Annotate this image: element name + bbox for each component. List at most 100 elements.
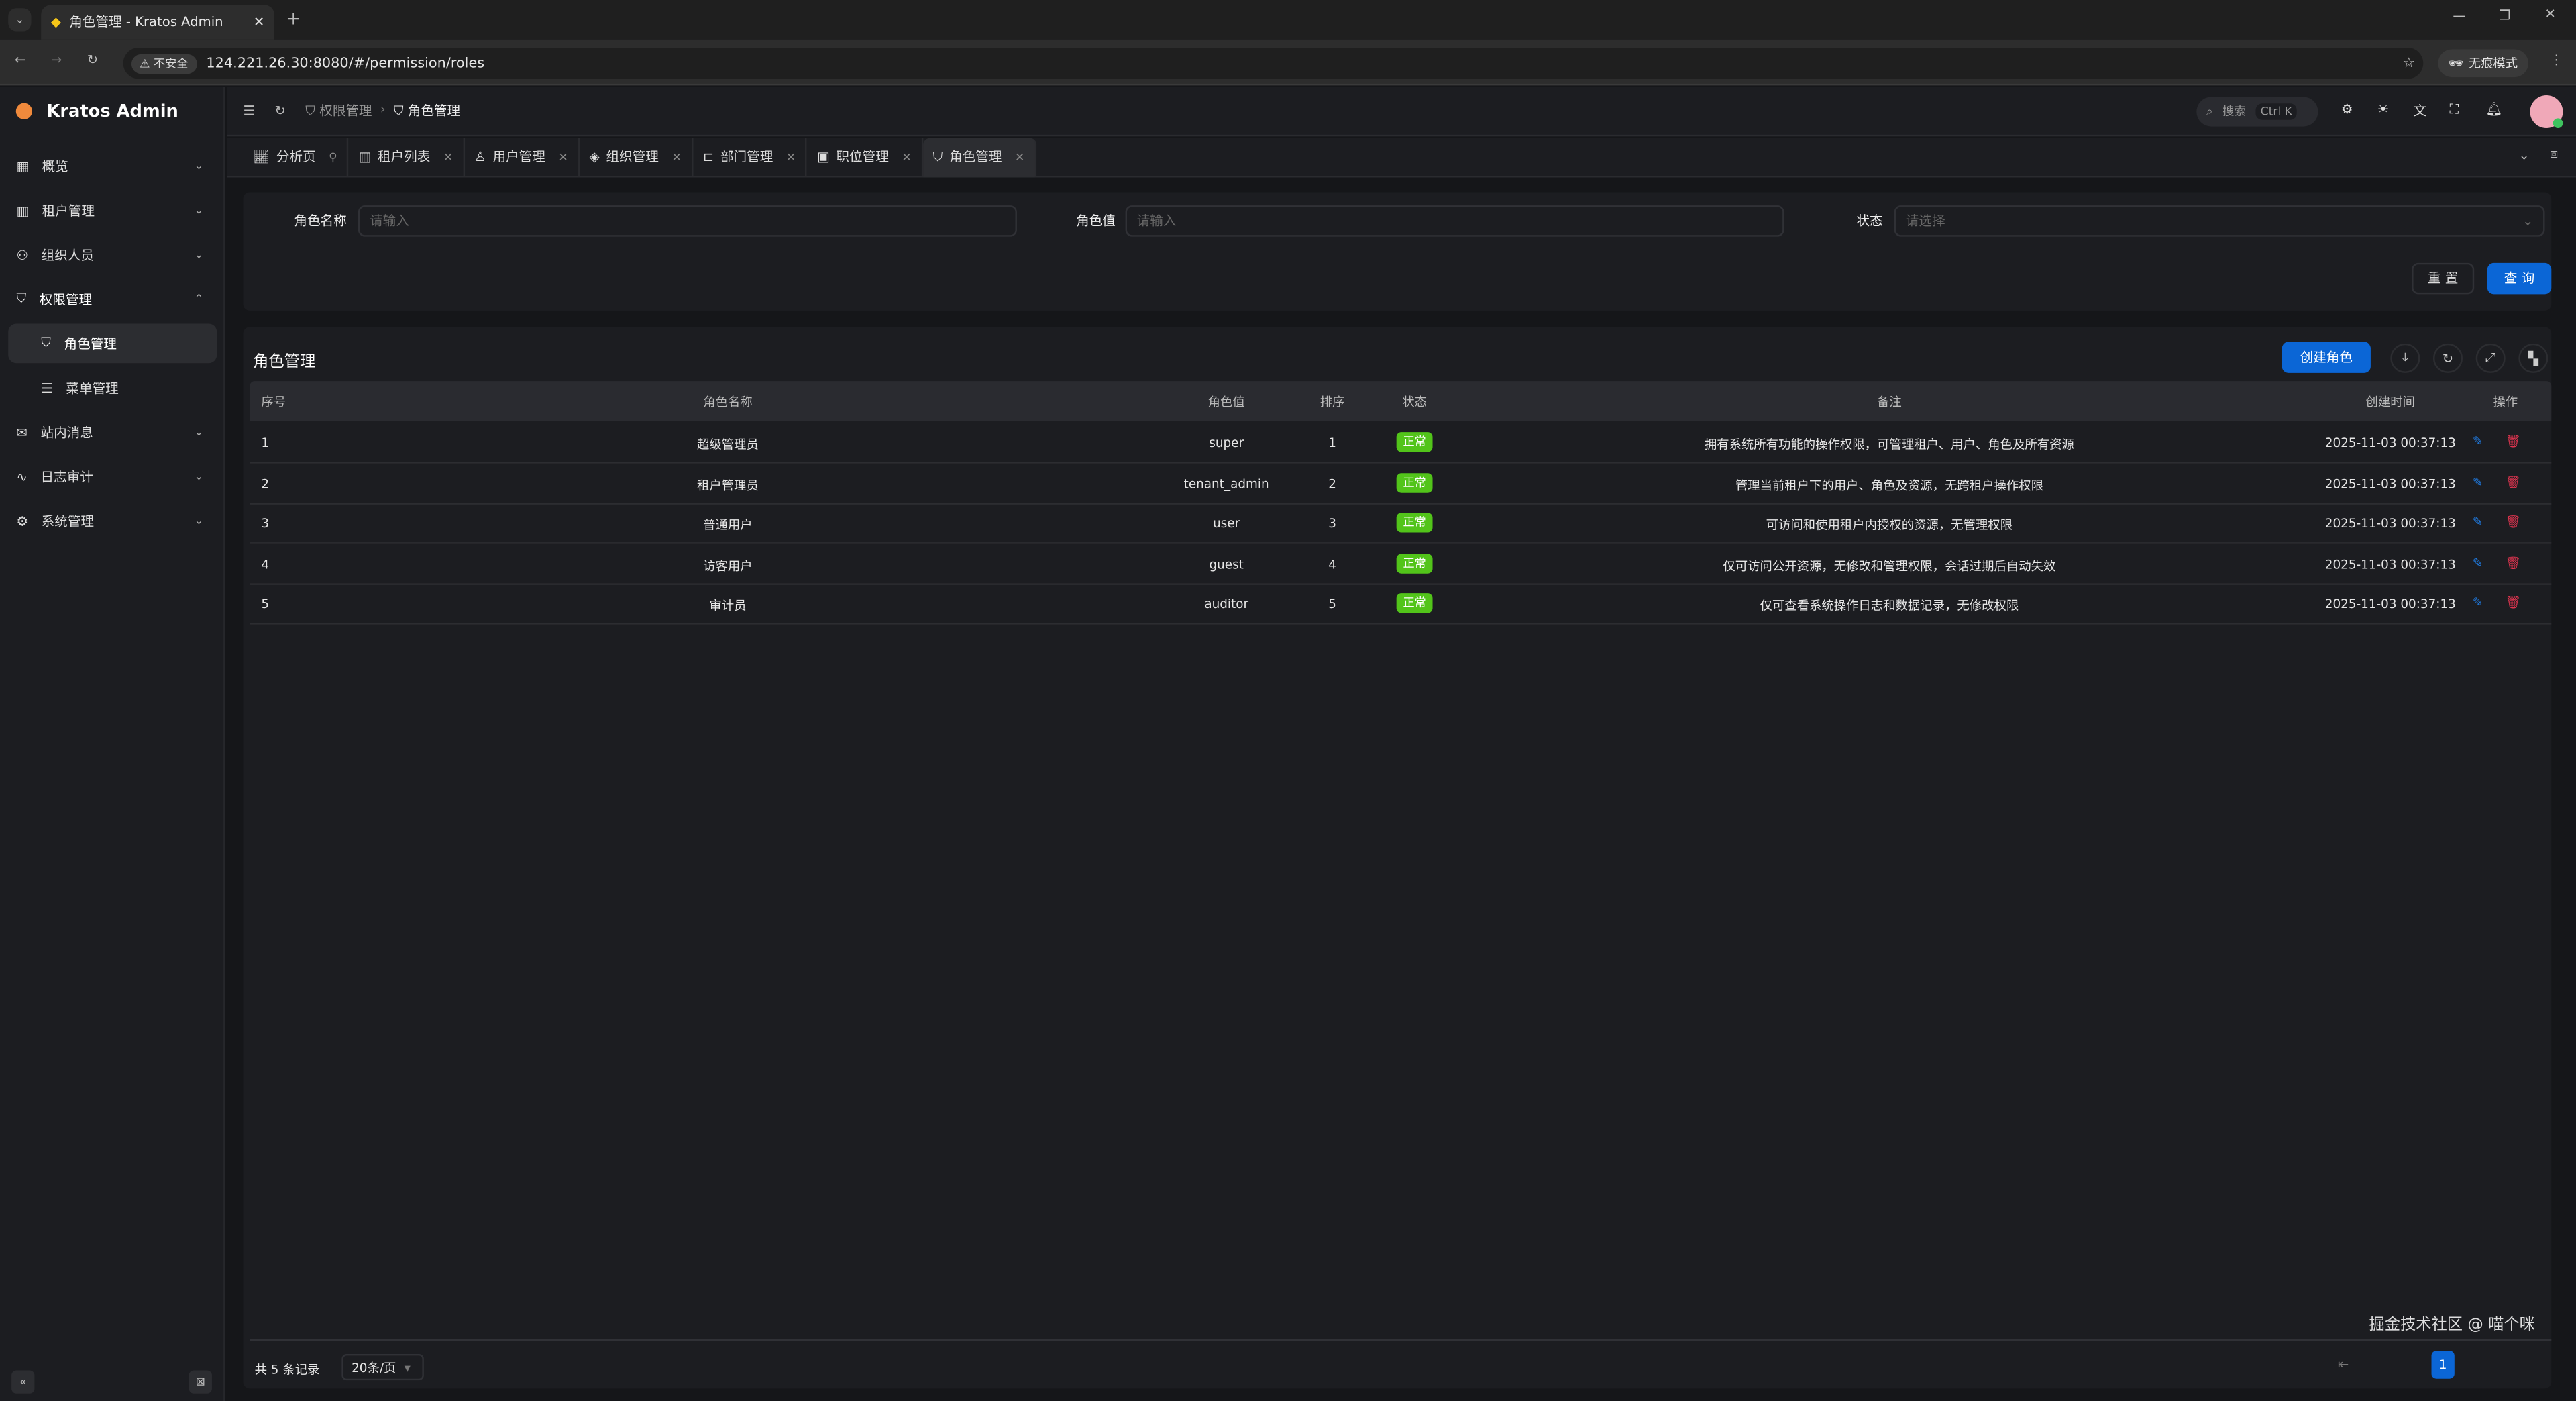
column-settings-icon[interactable]: ▚: [2518, 343, 2548, 373]
table-cell: 仅可查看系统操作日志和数据记录，无修改权限: [1760, 598, 2019, 613]
close-icon[interactable]: ✕: [253, 15, 265, 30]
incognito-icon: 🕶: [2448, 56, 2464, 71]
role-name-input[interactable]: 请输入: [358, 205, 1017, 237]
pin-sidebar-button[interactable]: ⊠: [189, 1370, 212, 1394]
tab-positions[interactable]: ▣ 职位管理 ✕: [807, 137, 923, 177]
browser-tab[interactable]: ◆ 角色管理 - Kratos Admin ✕: [41, 5, 274, 40]
tab-tenants[interactable]: ▥ 租户列表 ✕: [349, 137, 465, 177]
window-close-button[interactable]: ✕: [2544, 6, 2556, 21]
collapse-sidebar-button[interactable]: «: [11, 1370, 35, 1394]
chevron-down-icon: ⌄: [194, 159, 204, 173]
fullscreen-icon[interactable]: ⤢: [2475, 343, 2506, 373]
table-cell: 2025-11-03 00:37:13: [2324, 435, 2456, 451]
tab-search-button[interactable]: ⌄: [8, 8, 32, 32]
edit-icon[interactable]: ✎: [2472, 554, 2483, 570]
tab-analysis[interactable]: 📈︎ 分析页 ⚲: [243, 137, 349, 177]
table-row: 2 租户管理员 tenant_admin 2 正常 管理当前租户下的用户、角色及资源，无跨…: [250, 462, 2552, 504]
chevron-down-icon: ⌄: [194, 514, 204, 528]
global-search[interactable]: ⌕ 搜索 Ctrl K: [2196, 97, 2318, 127]
close-icon: ✕: [558, 150, 568, 164]
delete-icon[interactable]: 🗑︎: [2505, 474, 2522, 489]
address-bar[interactable]: ⚠ 不安全 124.221.26.30:8080/#/permission/ro…: [123, 48, 2424, 79]
page-size-select[interactable]: 20条/页 ▾: [341, 1353, 424, 1381]
star-icon[interactable]: ☆: [2402, 55, 2416, 72]
forward-icon[interactable]: →: [50, 52, 62, 68]
refresh-icon[interactable]: ↻: [274, 103, 286, 119]
sidebar-item-overview[interactable]: ▦ 概览 ⌄: [16, 158, 204, 174]
sidebar-item-permission[interactable]: ⛉ 权限管理 ⌃: [16, 291, 204, 307]
table-cell: 1: [261, 435, 270, 451]
settings-icon[interactable]: ⚙: [2341, 101, 2353, 117]
briefcase-icon: ▣: [817, 149, 830, 164]
refresh-icon[interactable]: ↻: [2432, 343, 2463, 373]
page-tabs: 📈︎ 分析页 ⚲ ▥ 租户列表 ✕ ♙ 用户管理 ✕ ◈ 组织管理 ✕ ⊏ 部门管理 ✕ ▣ 职位管理…: [226, 137, 2576, 178]
delete-icon[interactable]: 🗑︎: [2505, 514, 2522, 529]
first-page-icon[interactable]: ⇤: [2337, 1357, 2349, 1372]
table-card: [243, 327, 2552, 1389]
maximize-content-icon[interactable]: ⧈: [2549, 146, 2559, 162]
table-cell: 2025-11-03 00:37:13: [2324, 596, 2456, 612]
edit-icon[interactable]: ✎: [2472, 474, 2483, 489]
edit-icon[interactable]: ✎: [2472, 514, 2483, 529]
new-tab-button[interactable]: +: [286, 8, 301, 30]
shield-user-icon: ⛉: [932, 148, 943, 164]
shield-user-icon: ⛉: [41, 335, 51, 350]
table-row: 5 审计员 auditor 5 正常 仅可查看系统操作日志和数据记录，无修改权限 2025-…: [250, 583, 2552, 625]
browser-menu-icon[interactable]: ⋮: [2549, 52, 2563, 68]
sidebar-item-messages[interactable]: ✉ 站内消息 ⌄: [16, 425, 204, 440]
theme-sun-icon[interactable]: ☀: [2377, 101, 2390, 117]
delete-icon[interactable]: 🗑︎: [2505, 554, 2522, 570]
menu-toggle-icon[interactable]: ☰: [243, 103, 256, 119]
status-badge-text: 正常: [1396, 432, 1433, 452]
breadcrumb-item[interactable]: ⛉ 权限管理: [305, 103, 372, 119]
chevron-down-icon: ⌄: [194, 248, 204, 262]
table-cell: 可访问和使用租户内授权的资源，无管理权限: [1766, 517, 2013, 533]
chevron-down-icon: ⌄: [194, 470, 204, 484]
edit-icon[interactable]: ✎: [2472, 594, 2483, 610]
fullscreen-icon[interactable]: ⛶: [2449, 101, 2459, 117]
tab-orgs[interactable]: ◈ 组织管理 ✕: [580, 137, 694, 177]
role-value-input[interactable]: 请输入: [1125, 205, 1784, 237]
search-form: 角色名称 请输入 角色值 请输入 状态 请选择 ⌄ 重 置 查 询: [243, 192, 2552, 311]
close-icon: ✕: [443, 150, 453, 164]
search-icon: ⌕: [2206, 104, 2213, 118]
reset-button[interactable]: 重 置: [2412, 262, 2475, 295]
table-cell: 审计员: [709, 598, 747, 613]
sidebar-item-system[interactable]: ⚙ 系统管理 ⌄: [16, 513, 204, 529]
table-cell: 4: [261, 556, 270, 572]
sidebar-item-roles[interactable]: ⛉ 角色管理: [8, 323, 217, 364]
reload-icon[interactable]: ↻: [87, 52, 99, 68]
grid-icon: ▦: [16, 158, 30, 174]
page-1-button[interactable]: 1: [2431, 1351, 2455, 1379]
sidebar-item-tenant[interactable]: ▥ 租户管理 ⌄: [16, 203, 204, 218]
query-button[interactable]: 查 询: [2487, 262, 2552, 295]
delete-icon[interactable]: 🗑︎: [2505, 433, 2522, 449]
table-row: 4 访客用户 guest 4 正常 仅可访问公开资源，无修改和管理权限，会话过期后自动失效…: [250, 543, 2552, 584]
sidebar-item-org[interactable]: ⚇ 组织人员 ⌄: [16, 247, 204, 262]
status-badge: 正常: [1367, 513, 1462, 533]
delete-icon[interactable]: 🗑︎: [2505, 594, 2522, 610]
create-role-button[interactable]: 创建角色: [2282, 342, 2371, 373]
export-icon[interactable]: ⤓: [2390, 343, 2420, 373]
gear-icon: ⚙: [16, 513, 29, 529]
incognito-badge[interactable]: 🕶 无痕模式: [2438, 49, 2528, 78]
table-cell: user: [1213, 515, 1240, 531]
tree-icon: ⊏: [702, 149, 714, 164]
status-select[interactable]: 请选择 ⌄: [1894, 205, 2545, 237]
tab-users[interactable]: ♙ 用户管理 ✕: [464, 137, 580, 177]
avatar[interactable]: [2530, 95, 2563, 129]
back-icon[interactable]: ←: [15, 52, 26, 68]
column-header: 状态: [1402, 394, 1427, 409]
sidebar-item-menus[interactable]: ☰ 菜单管理: [41, 380, 119, 395]
translate-icon[interactable]: 文: [2413, 103, 2427, 119]
tab-roles[interactable]: ⛉ 角色管理 ✕: [922, 137, 1036, 177]
edit-icon[interactable]: ✎: [2472, 433, 2483, 449]
bell-icon[interactable]: 🔔︎: [2485, 101, 2503, 117]
column-header: 创建时间: [2365, 394, 2416, 409]
tabs-dropdown-icon[interactable]: ⌄: [2518, 148, 2530, 163]
sidebar-item-audit[interactable]: ∿ 日志审计 ⌄: [16, 469, 204, 484]
minimize-button[interactable]: —: [2453, 8, 2466, 23]
restore-button[interactable]: ❐: [2498, 8, 2511, 23]
tab-departments[interactable]: ⊏ 部门管理 ✕: [693, 137, 808, 177]
insecure-badge[interactable]: ⚠ 不安全: [131, 53, 197, 73]
